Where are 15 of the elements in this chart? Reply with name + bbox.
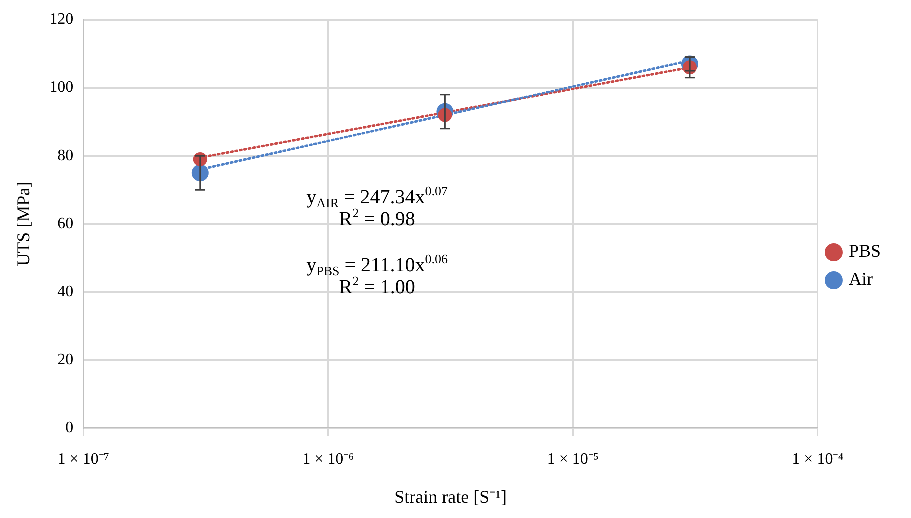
x-tick-label: 1 × 10⁻⁴ [792,451,844,468]
y-tick-label: 0 [66,419,74,436]
y-tick-label: 20 [58,351,74,368]
y-tick-label: 40 [58,283,74,300]
legend-label: Air [848,269,873,290]
x-tick-label: 1 × 10⁻⁶ [302,451,354,468]
y-axis-title: UTS [MPa] [14,182,34,266]
y-tick-label: 100 [50,79,74,96]
y-tick-label: 120 [50,11,74,28]
y-tick-label: 80 [58,147,74,164]
y-tick-label: 60 [58,215,74,232]
x-tick-label: 1 × 10⁻⁷ [58,451,110,468]
legend-label: PBS [848,241,882,262]
x-tick-label: 1 × 10⁻⁵ [547,451,599,468]
x-axis-title: Strain rate [S⁻¹] [394,486,507,507]
